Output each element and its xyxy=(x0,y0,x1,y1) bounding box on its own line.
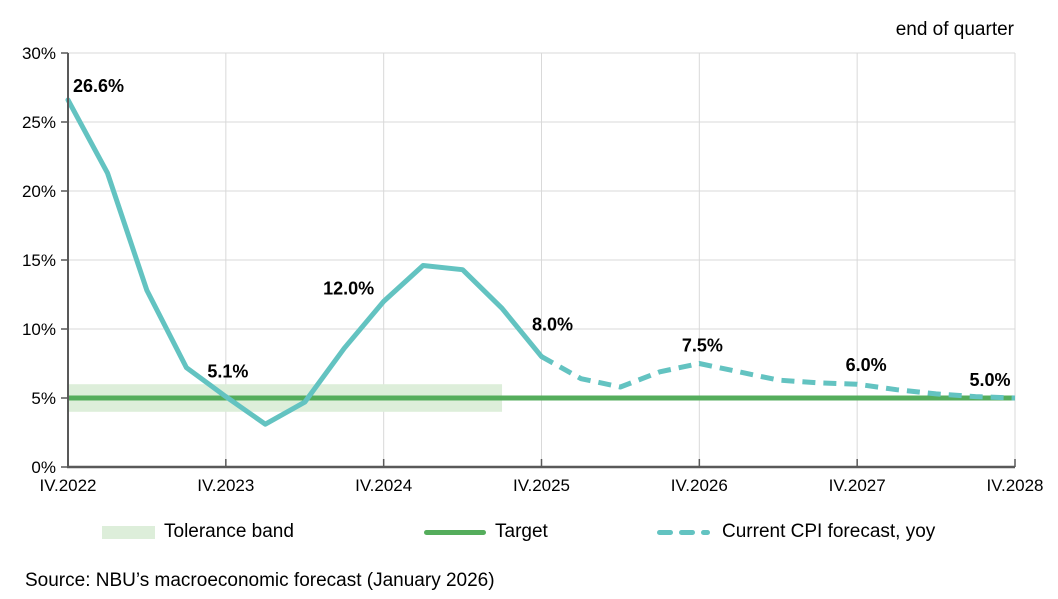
svg-text:5.0%: 5.0% xyxy=(969,370,1010,390)
svg-text:7.5%: 7.5% xyxy=(682,336,723,356)
svg-text:IV.2028: IV.2028 xyxy=(986,476,1043,495)
svg-text:IV.2025: IV.2025 xyxy=(513,476,570,495)
cpi-forecast-dashed-line xyxy=(540,354,1016,401)
x-axis-tick-labels: IV.2022 IV.2023 IV.2024 IV.2025 IV.2026 IV.20… xyxy=(39,476,1043,495)
chart-note-end-of-quarter: end of quarter xyxy=(895,19,1014,40)
legend-label-tolerance-band: Tolerance band xyxy=(164,521,294,542)
point-labels: 26.6% 5.1% 12.0% 8.0% 7.5% 6.0% 5.0% xyxy=(73,76,1011,390)
svg-text:30%: 30% xyxy=(22,44,56,63)
svg-text:26.6%: 26.6% xyxy=(73,76,124,96)
source-note: Source: NBU’s macroeconomic forecast (Ja… xyxy=(25,570,495,591)
target-line-swatch xyxy=(424,529,486,535)
svg-text:5.1%: 5.1% xyxy=(207,362,248,382)
svg-text:IV.2024: IV.2024 xyxy=(355,476,412,495)
plot-svg: 0% 5% 10% 15% 20% 25% 30% IV.2022 IV.2023 IV.2024… xyxy=(22,44,1044,495)
dash-segment xyxy=(679,529,695,535)
svg-text:20%: 20% xyxy=(22,182,56,201)
dash-segment xyxy=(701,529,710,535)
cpi-forecast-dashed-swatch xyxy=(657,529,713,535)
svg-text:15%: 15% xyxy=(22,251,56,270)
svg-text:8.0%: 8.0% xyxy=(532,315,573,335)
svg-text:10%: 10% xyxy=(22,320,56,339)
svg-text:IV.2027: IV.2027 xyxy=(829,476,886,495)
dash-segment xyxy=(657,529,673,535)
y-axis-tick-labels: 0% 5% 10% 15% 20% 25% 30% xyxy=(22,44,56,477)
tolerance-band-swatch xyxy=(102,525,155,539)
legend-label-target: Target xyxy=(495,521,548,542)
axes xyxy=(61,52,1016,469)
svg-text:IV.2023: IV.2023 xyxy=(197,476,254,495)
svg-text:5%: 5% xyxy=(31,389,56,408)
svg-text:12.0%: 12.0% xyxy=(323,278,374,298)
legend: Tolerance band Target Current CPI foreca… xyxy=(0,520,1058,546)
svg-text:6.0%: 6.0% xyxy=(846,355,887,375)
svg-text:IV.2026: IV.2026 xyxy=(671,476,728,495)
legend-label-cpi-forecast: Current CPI forecast, yoy xyxy=(722,521,936,542)
svg-text:25%: 25% xyxy=(22,113,56,132)
legend-item-target: Target xyxy=(424,520,548,544)
svg-text:IV.2022: IV.2022 xyxy=(39,476,96,495)
legend-item-tolerance-band: Tolerance band xyxy=(102,520,294,544)
legend-item-cpi-forecast: Current CPI forecast, yoy xyxy=(657,520,935,544)
cpi-solid-line xyxy=(65,97,544,427)
svg-text:0%: 0% xyxy=(31,458,56,477)
